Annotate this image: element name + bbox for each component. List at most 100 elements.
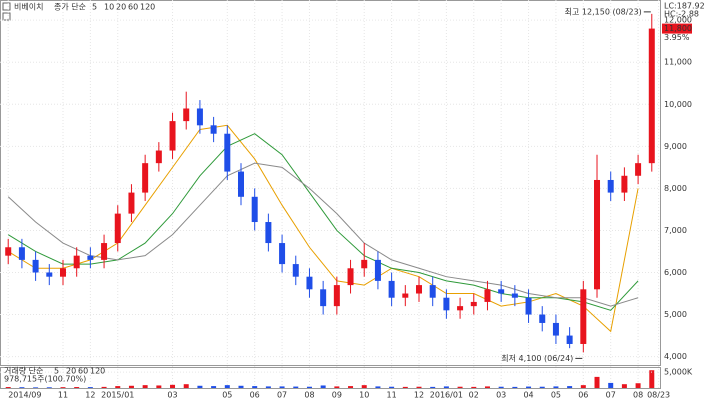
candle-body (196, 108, 203, 126)
volume-bar (635, 383, 641, 388)
legend-item: 20 (116, 3, 126, 12)
x-tick-label: 02 (469, 391, 479, 400)
x-tick-label: 12 (414, 391, 424, 400)
candle-body (46, 272, 53, 277)
candle-body (607, 179, 614, 193)
x-tick-label: 07 (277, 391, 287, 400)
volume-bar (306, 386, 312, 388)
y-tick-label: 6,000 (664, 268, 687, 277)
volume-bar (526, 386, 532, 388)
candle-body (292, 264, 299, 277)
candle-body (580, 289, 587, 344)
candle-body (443, 297, 450, 311)
candle-body (32, 259, 39, 273)
last-price: 11,800 (664, 24, 692, 33)
candle-body (525, 297, 532, 315)
candle-body (594, 179, 601, 290)
candle-body (251, 196, 258, 223)
legend-label: 종가 단순 (54, 2, 86, 12)
x-tick-label: 07 (606, 391, 616, 400)
legend-item: 60 (78, 367, 88, 376)
candle-body (361, 259, 368, 269)
legend-item: 120 (140, 3, 155, 12)
x-tick-label: 06 (250, 391, 260, 400)
price-frame (0, 0, 661, 366)
candle-body (635, 163, 642, 176)
volume-bar (416, 386, 422, 388)
y-tick-label: 5,000 (664, 310, 687, 319)
volume-bar (375, 386, 381, 388)
volume-bar (142, 385, 148, 388)
candle-body (128, 192, 135, 214)
candle-body (237, 171, 244, 197)
candle-body (347, 268, 354, 286)
x-tick-label: 03 (496, 391, 506, 400)
legend-item: 120 (90, 367, 105, 376)
candle-body (101, 243, 108, 260)
volume-bar (170, 384, 176, 388)
volume-bar (320, 385, 326, 388)
candle-body (306, 276, 313, 290)
volume-bar (539, 386, 545, 388)
volume-bar (156, 385, 162, 388)
x-tick-label: 12 (85, 391, 95, 400)
x-tick-label: 11 (387, 391, 397, 400)
y-tick-label: 7,000 (664, 226, 687, 235)
volume-bar (183, 384, 189, 388)
y-tick-label: 8,000 (664, 184, 687, 193)
volume-bar (115, 386, 121, 388)
volume-bar (608, 382, 614, 388)
volume-bar (498, 386, 504, 388)
y-tick-label: 12,000 (664, 16, 692, 25)
chart-title: 비베이치 (14, 2, 43, 12)
candle-body (210, 125, 217, 134)
volume-bar (293, 386, 299, 388)
candle-body (374, 259, 381, 281)
volume-bar (430, 386, 436, 388)
candle-body (169, 121, 176, 151)
x-tick-label: 2016/01 (430, 391, 463, 400)
candle-body (416, 285, 423, 294)
volume-bar (471, 386, 477, 388)
candle-body (429, 285, 436, 298)
volume-bar (224, 385, 230, 388)
volume-bar (484, 386, 490, 388)
volume-bar (457, 386, 463, 388)
volume-bar (279, 386, 285, 388)
volume-bar (33, 387, 39, 388)
x-tick-label: 08 (633, 391, 643, 400)
x-tick-label: 04 (523, 391, 533, 400)
volume-bar (60, 387, 66, 388)
x-tick-label: 11 (58, 391, 68, 400)
volume-bar (512, 386, 518, 388)
candle-body (470, 301, 477, 307)
volume-bar (19, 387, 25, 388)
volume-bar (265, 386, 271, 388)
candle-body (183, 108, 190, 122)
candle-body (498, 289, 505, 294)
candle-body (333, 285, 340, 307)
volume-bar (238, 385, 244, 388)
candle-body (18, 247, 25, 260)
volume-bar (5, 387, 11, 388)
candle-body (388, 280, 395, 298)
candle-body (59, 268, 66, 277)
volume-bar (389, 386, 395, 388)
candle-body (539, 314, 546, 323)
y-tick-label: 10,000 (664, 100, 692, 109)
volume-bar (402, 386, 408, 388)
x-tick-label: 2014/09 (8, 391, 41, 400)
volume-bar (252, 386, 258, 388)
candle-body (114, 213, 121, 244)
candle-body (5, 247, 12, 256)
x-tick-label: 10 (359, 391, 369, 400)
candle-body (265, 222, 272, 244)
volume-bar (87, 387, 93, 388)
candle-body (73, 255, 80, 269)
legend-item: 60 (128, 3, 138, 12)
volume-bar (443, 386, 449, 388)
candle-body (566, 335, 573, 344)
candle-body (320, 289, 327, 307)
